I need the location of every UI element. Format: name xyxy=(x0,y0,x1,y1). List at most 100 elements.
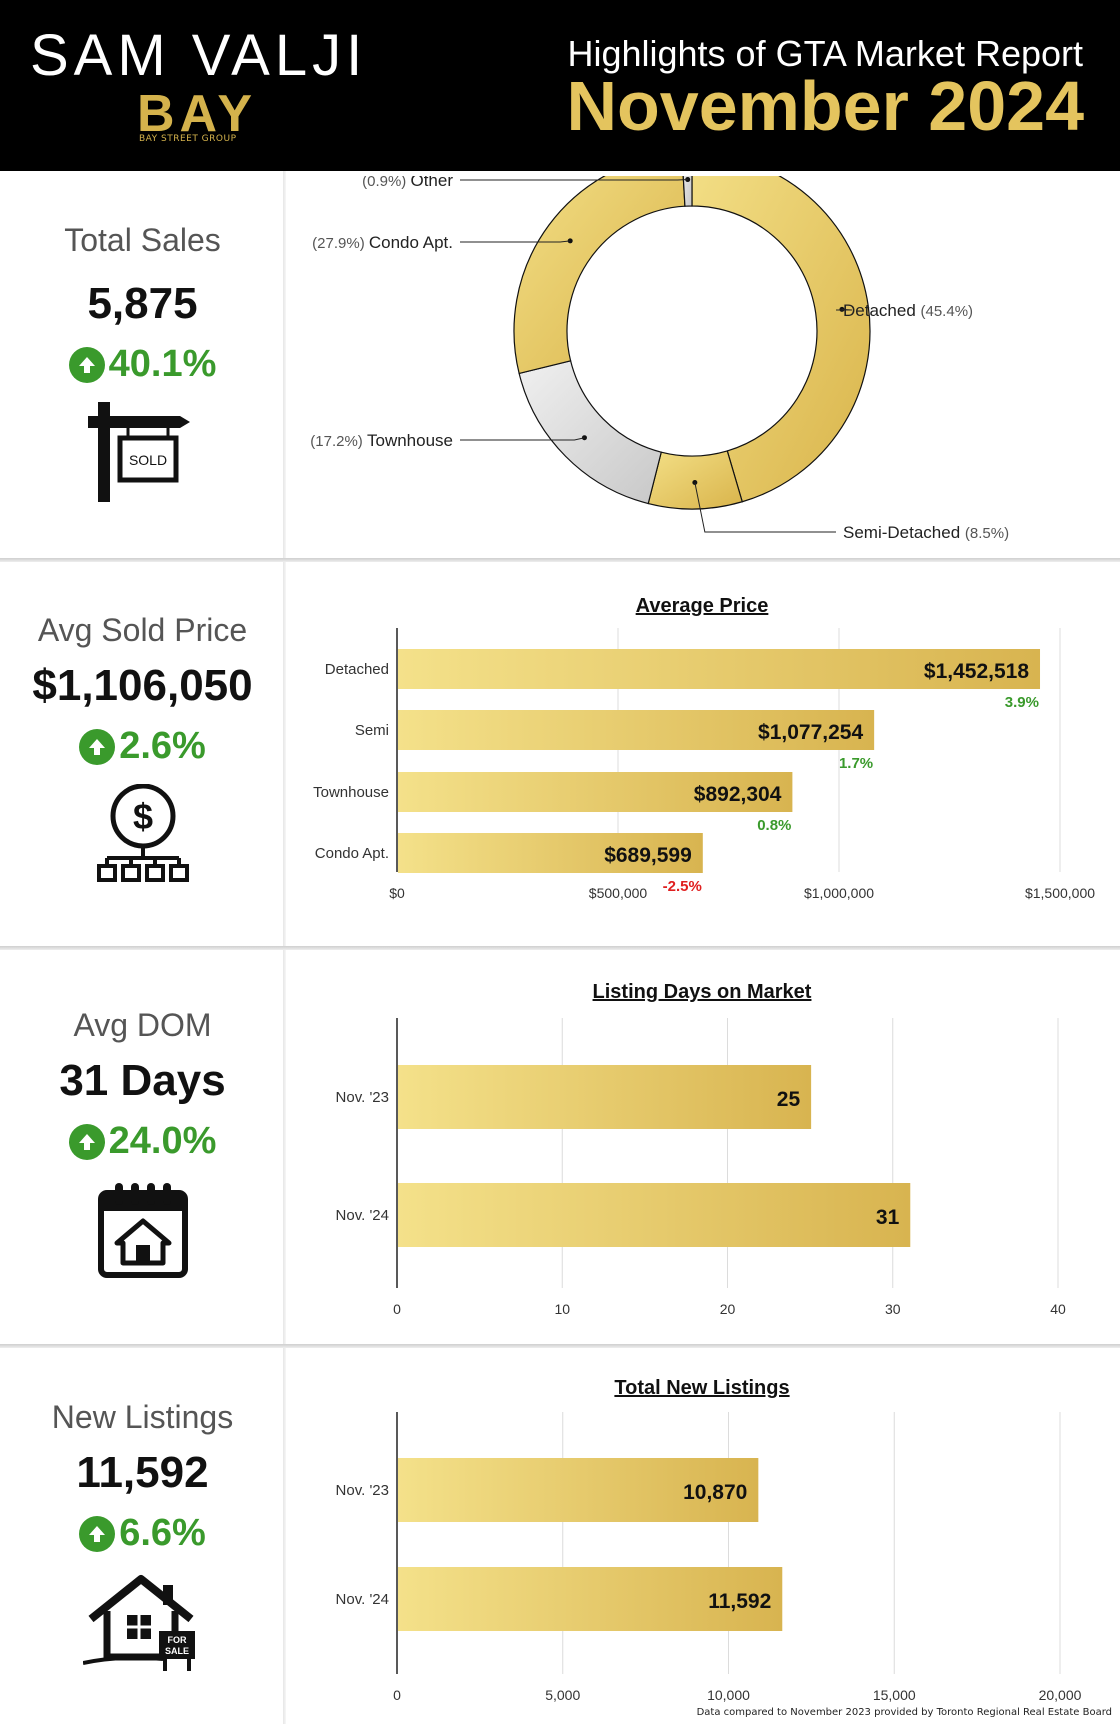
bay-logo-subtitle: BAY STREET GROUP xyxy=(139,134,237,144)
bar xyxy=(398,772,793,812)
chart-title: Total New Listings xyxy=(614,1377,789,1399)
slice-leader-line xyxy=(460,240,571,243)
bar xyxy=(398,1567,783,1631)
dollar-network-icon: $ xyxy=(96,784,189,882)
x-tick-label: 10,000 xyxy=(707,1687,750,1702)
slice-label: (17.2%) Townhouse xyxy=(310,431,453,450)
x-tick-label: 0 xyxy=(393,1301,401,1317)
house-for-sale-icon: FOR SALE xyxy=(82,1575,195,1671)
arrow-up-icon xyxy=(79,728,116,765)
slice-marker xyxy=(567,238,573,244)
category-label: Condo Apt. xyxy=(315,845,389,862)
kpi-value: 31 Days xyxy=(59,1056,226,1105)
kpi-change-value: 6.6% xyxy=(119,1512,206,1554)
donut-slice xyxy=(691,176,871,503)
bar-change-label: -2.5% xyxy=(663,878,702,895)
bar-value-label: 25 xyxy=(777,1088,801,1111)
for-sale-text-1: FOR xyxy=(167,1635,186,1645)
slice-label: Detached (45.4%) xyxy=(843,301,973,320)
category-label: Semi xyxy=(355,722,389,739)
kpi-value: $1,106,050 xyxy=(32,661,253,710)
for-sale-text-2: SALE xyxy=(164,1646,188,1656)
section-divider xyxy=(0,558,1120,562)
kpi-change: 24.0% xyxy=(0,1120,285,1163)
category-label: Townhouse xyxy=(313,784,389,801)
slice-marker xyxy=(685,177,691,183)
bar-change-label: 0.8% xyxy=(757,817,791,834)
x-tick-label: 20 xyxy=(720,1301,736,1317)
x-tick-label: 20,000 xyxy=(1039,1687,1082,1702)
bar xyxy=(398,649,1041,689)
listing-days-bar-chart: Listing Days on Market 0 10 20 30 40 Nov. '23 2… xyxy=(336,981,1066,1317)
kpi-change: 40.1% xyxy=(0,343,285,386)
sold-sign-icon: SOLD xyxy=(87,402,190,502)
kpi-change-value: 2.6% xyxy=(119,725,206,767)
kpi-change: 2.6% xyxy=(0,725,285,768)
bar-value-label: 10,870 xyxy=(683,1481,747,1504)
report-title: Highlights of GTA Market Report xyxy=(567,33,1083,74)
slice-marker xyxy=(839,306,845,312)
arrow-up-icon xyxy=(68,346,105,383)
kpi-change: 6.6% xyxy=(0,1512,285,1555)
report-header: SAM VALJI BAY BAY STREET GROUP Highlight… xyxy=(0,0,1120,171)
donut-slice xyxy=(647,450,743,510)
slice-label: Semi-Detached (8.5%) xyxy=(843,523,1009,542)
bar xyxy=(398,710,875,750)
kpi-avg-sold-price: Avg Sold Price $1,106,050 2.6% $ xyxy=(0,612,285,884)
x-tick-label: 0 xyxy=(393,1687,401,1702)
slice-label: (27.9%) Condo Apt. xyxy=(312,233,453,252)
slice-leader-line xyxy=(694,482,836,533)
kpi-total-sales: Total Sales 5,875 40.1% SOLD xyxy=(0,222,285,502)
kpi-label: New Listings xyxy=(51,1399,234,1435)
property-type-donut-chart: Detached (45.4%) Semi-Detached (8.5%) (17.… xyxy=(310,176,1009,542)
bar xyxy=(398,833,703,873)
kpi-change-value: 40.1% xyxy=(108,343,217,385)
kpi-label: Avg DOM xyxy=(73,1007,212,1043)
arrow-up-icon xyxy=(68,1123,105,1160)
slice-label: (0.9%) Other xyxy=(362,176,453,190)
donut-slice xyxy=(518,360,662,505)
bar-value-label: $689,599 xyxy=(604,844,692,867)
bar-value-label: 11,592 xyxy=(708,1590,771,1613)
kpi-label: Avg Sold Price xyxy=(37,612,248,648)
bar xyxy=(398,1183,911,1247)
new-listings-bar-chart: Total New Listings 0 5,000 10,000 15,000 20,0… xyxy=(336,1377,1082,1702)
section-divider xyxy=(0,946,1120,950)
bar xyxy=(398,1065,812,1129)
bar-value-label: $892,304 xyxy=(694,783,782,806)
donut-slice xyxy=(682,176,693,207)
bar-change-label: 1.7% xyxy=(839,755,873,772)
category-label: Nov. '23 xyxy=(336,1482,389,1499)
svg-text:$: $ xyxy=(132,796,152,837)
slice-leader-line xyxy=(460,437,585,441)
chart-title: Listing Days on Market xyxy=(593,981,812,1003)
category-label: Nov. '24 xyxy=(336,1591,389,1608)
x-tick-label: $1,000,000 xyxy=(804,885,874,901)
slice-leader-line xyxy=(836,308,852,311)
agent-name: SAM VALJI xyxy=(30,23,368,88)
bay-logo: BAY xyxy=(137,85,258,143)
x-tick-label: 30 xyxy=(885,1301,901,1317)
x-tick-label: 15,000 xyxy=(873,1687,916,1702)
bar xyxy=(398,1458,759,1522)
arrow-up-icon xyxy=(79,1515,116,1552)
x-tick-label: 10 xyxy=(554,1301,570,1317)
chart-title: Average Price xyxy=(636,595,769,617)
average-price-bar-chart: Average Price $0 $500,000 $1,000,000 $1,500,… xyxy=(313,595,1095,901)
x-tick-label: 40 xyxy=(1050,1301,1066,1317)
report-month: November 2024 xyxy=(566,67,1084,145)
sold-sign-text: SOLD xyxy=(128,452,166,468)
category-label: Nov. '23 xyxy=(336,1089,389,1106)
bar-value-label: $1,077,254 xyxy=(758,721,863,744)
kpi-new-listings: New Listings 11,592 6.6% FOR SALE xyxy=(0,1399,285,1671)
kpi-avg-dom: Avg DOM 31 Days 24.0% xyxy=(0,1007,285,1279)
x-tick-label: $1,500,000 xyxy=(1025,885,1095,901)
x-tick-label: 5,000 xyxy=(545,1687,580,1702)
donut-slice xyxy=(513,176,686,375)
kpi-change-value: 24.0% xyxy=(108,1120,217,1162)
bar-change-label: 3.9% xyxy=(1005,694,1039,711)
footnote: Data compared to November 2023 provided … xyxy=(696,1707,1112,1718)
calendar-house-icon xyxy=(97,1183,188,1278)
category-label: Detached xyxy=(325,661,389,678)
kpi-value: 5,875 xyxy=(87,279,198,328)
